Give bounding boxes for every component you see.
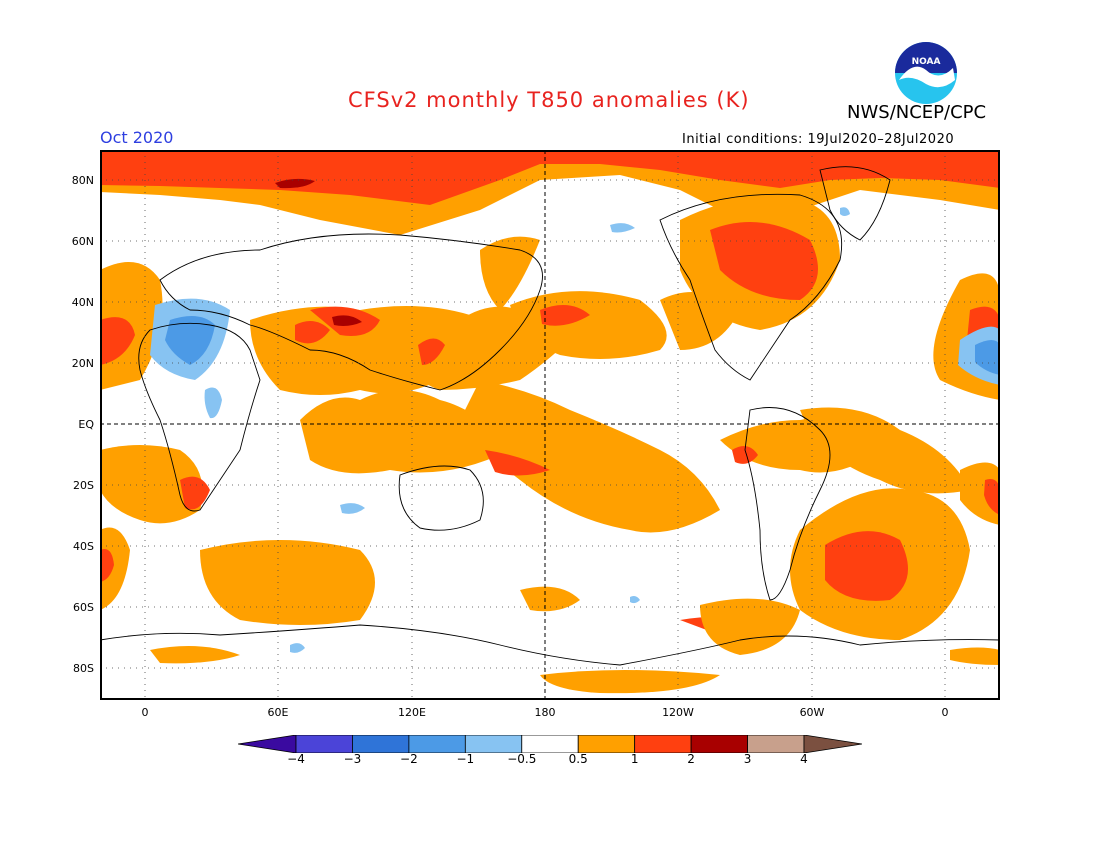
anomaly-region — [204, 387, 222, 419]
coastline-greenland — [819, 166, 891, 241]
agency-label: NWS/NCEP/CPC — [847, 102, 987, 123]
coastline-antarctica — [100, 624, 1000, 666]
colorbar-tick-label: 4 — [800, 752, 808, 766]
anomaly-region — [520, 586, 580, 612]
lon-label: 0 — [941, 706, 949, 719]
anomaly-region — [340, 503, 365, 514]
anomaly-region — [100, 317, 135, 365]
anomaly-region — [485, 450, 550, 476]
colorbar-segment — [747, 735, 805, 753]
anomaly-region — [100, 150, 1000, 205]
lon-label: 0 — [141, 706, 149, 719]
lat-label: 80N — [71, 174, 94, 187]
anomaly-region — [840, 207, 850, 216]
colorbar-segment — [690, 735, 748, 753]
anomaly-region — [275, 178, 315, 189]
colorbar-tick-label: −0.5 — [507, 752, 537, 766]
anomaly-region — [300, 390, 510, 474]
anomaly-map — [100, 150, 1000, 700]
colorbar-tick-label: 2 — [687, 752, 695, 766]
coastlines — [100, 166, 1000, 666]
colorbar-segment — [238, 735, 297, 753]
colorbar-segment — [521, 735, 579, 753]
anomaly-fill — [100, 150, 1000, 694]
grid — [100, 150, 1000, 700]
lon-label: 120E — [398, 706, 426, 719]
lat-label: 20S — [73, 479, 94, 492]
colorbar-segment — [634, 735, 692, 753]
colorbar — [238, 735, 862, 753]
logo-text: NOAA — [912, 57, 941, 67]
coastline-south-america — [744, 407, 831, 601]
anomaly-region — [700, 598, 800, 655]
lon-label: 180 — [534, 706, 556, 719]
lat-label: 40N — [71, 296, 94, 309]
lat-label: 20N — [71, 357, 94, 370]
anomaly-region — [800, 407, 970, 494]
anomaly-region — [165, 316, 215, 365]
anomaly-region — [825, 531, 908, 601]
coastline-north-america — [659, 193, 843, 381]
anomaly-region — [540, 305, 590, 326]
anomaly-region — [950, 647, 1000, 665]
coastline-africa — [138, 322, 261, 512]
coastline-australia — [398, 465, 484, 531]
forecast-month: Oct 2020 — [100, 128, 174, 147]
colorbar-tick-label: 1 — [630, 752, 639, 766]
colorbar-segment — [803, 735, 862, 753]
colorbar-tick-label: −3 — [343, 752, 362, 766]
anomaly-region — [150, 646, 240, 664]
anomaly-region — [290, 643, 305, 653]
lon-label: 120W — [662, 706, 694, 719]
noaa-logo-icon: NOAA — [895, 42, 957, 104]
lon-label: 60E — [267, 706, 289, 719]
anomaly-region — [100, 549, 114, 582]
anomaly-region — [540, 670, 720, 694]
colorbar-segment — [408, 735, 466, 753]
initial-conditions: Initial conditions: 19Jul2020–28Jul2020 — [682, 132, 955, 147]
anomaly-region — [630, 596, 640, 604]
coastline-eurasia — [159, 233, 543, 391]
colorbar-tick-label: 0.5 — [568, 752, 588, 766]
anomaly-region — [200, 540, 375, 625]
colorbar-segment — [352, 735, 410, 753]
anomaly-region — [295, 321, 330, 344]
lat-label: 80S — [73, 662, 94, 675]
lat-label: 60N — [71, 235, 94, 248]
anomaly-region — [984, 479, 1000, 515]
anomaly-region — [710, 222, 818, 300]
colorbar-segment — [464, 735, 523, 753]
anomaly-region — [100, 527, 130, 610]
anomaly-region — [480, 236, 540, 310]
anomaly-region — [100, 445, 203, 524]
colorbar-tick-label: 3 — [743, 752, 752, 766]
map-frame — [100, 150, 1000, 700]
colorbar-tick-label: −2 — [400, 752, 418, 766]
anomaly-region — [960, 462, 1000, 525]
anomaly-region — [610, 223, 635, 233]
chart-title: CFSv2 monthly T850 anomalies (K) — [348, 88, 750, 112]
anomaly-region — [418, 338, 445, 365]
lat-label: EQ — [78, 418, 94, 431]
anomaly-region — [975, 340, 1000, 375]
colorbar-tick-label: −1 — [456, 752, 475, 766]
colorbar-tick-label: −4 — [287, 752, 305, 766]
colorbar-segment — [295, 735, 353, 753]
colorbar-segment — [577, 735, 636, 753]
anomaly-region — [332, 315, 362, 326]
lat-label: 40S — [73, 540, 94, 553]
lat-label: 60S — [73, 601, 94, 614]
lon-label: 60W — [799, 706, 825, 719]
anomaly-region — [732, 446, 758, 464]
anomaly-region — [460, 380, 720, 533]
